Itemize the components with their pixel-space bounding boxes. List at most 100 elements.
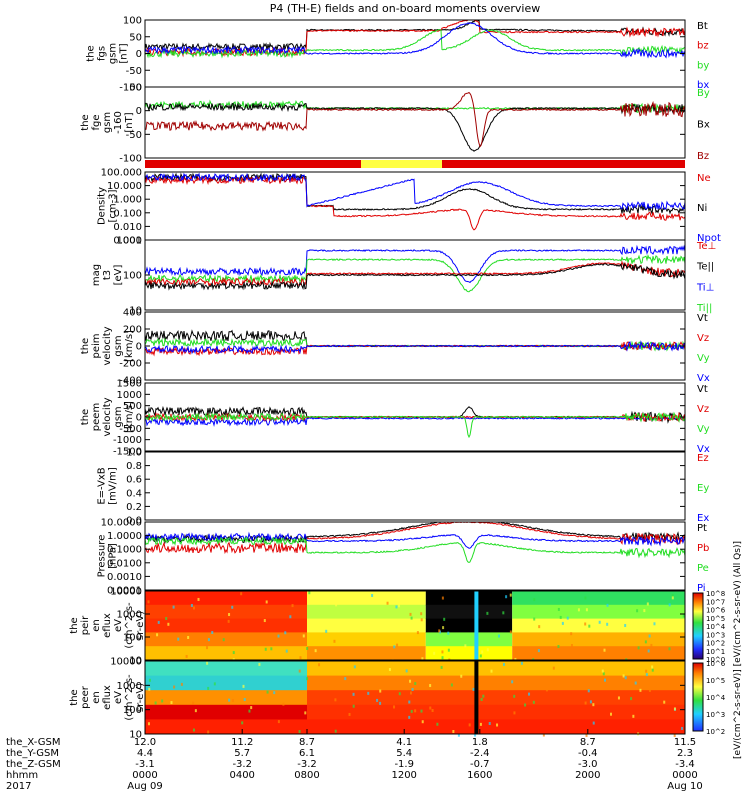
legend-Npot: Npot [697, 233, 721, 244]
y-tick-label: 0 [136, 106, 142, 117]
spectrogram-speckle [671, 596, 674, 600]
spectrogram-speckle [335, 603, 338, 607]
panel-peim_velocity: 400 200 0 -200 -400 thepeimvelocitygsm[km/s] V… [80, 308, 710, 387]
x-row-value: -3.1 [135, 759, 155, 770]
series-Pe [144, 531, 686, 549]
spectrogram-speckle [263, 619, 266, 623]
spectrogram-speckle [232, 651, 235, 655]
spectrogram-speckle [379, 689, 382, 693]
spectrogram-speckle [502, 611, 505, 615]
spectrogram-speckle [524, 703, 527, 707]
spectrogram-speckle [270, 647, 273, 651]
spectrogram-speckle [207, 686, 210, 690]
spectrogram-speckle [474, 733, 477, 737]
legend-Vt: Vt [697, 384, 708, 395]
y-axis-label-line: E=-VxB [97, 467, 108, 504]
series-Ti⊥ [144, 260, 686, 288]
panel-peer_spectrogram: 10000 1000 100 10 thepeerenefluxeV(cm^2-s-sr… [69, 657, 686, 741]
spectrogram-cell [307, 661, 685, 677]
spectrogram-speckle [650, 643, 653, 647]
legend-Te⊥: Te⊥ [696, 241, 716, 252]
spectrogram-speckle [637, 646, 640, 650]
spectrogram-speckle [411, 688, 414, 692]
spectrogram-speckle [429, 706, 432, 710]
x-row-label: the_Y-GSM [6, 748, 59, 759]
y-tick-label: 0 [136, 342, 142, 353]
colorbars: 10^810^710^610^510^410^310^210^110^010^6… [692, 541, 743, 759]
spectrogram-speckle [206, 661, 209, 665]
spectrogram-speckle [352, 704, 355, 708]
spectrogram-speckle [457, 733, 460, 737]
spectrogram-speckle [533, 598, 536, 602]
spectrogram-speckle [645, 673, 648, 677]
series-Bx [144, 101, 686, 152]
series-Vz [144, 337, 686, 352]
spectrogram-cell [425, 604, 513, 620]
spectrogram-cusp-stripe [474, 661, 479, 734]
spectrogram-speckle [468, 723, 471, 727]
y-axis-label-line: the [80, 114, 91, 130]
spectrogram-speckle [472, 687, 475, 691]
spectrogram-speckle [308, 591, 311, 595]
spectrogram-speckle [622, 674, 625, 678]
spectrogram-speckle [441, 596, 444, 600]
legend-Vz: Vz [697, 404, 709, 415]
legend-Ez: Ez [697, 453, 709, 464]
y-axis-label: Density[cm-3] [97, 187, 119, 225]
spectrogram-speckle [584, 701, 587, 705]
y-tick-label: 10000 [110, 657, 142, 668]
y-tick-label: 1.0 [126, 448, 142, 459]
y-axis-label-line: [nPa] [108, 543, 119, 569]
spectrogram-speckle [681, 726, 684, 730]
panel-temperature: 1000 100 10 magt3[eV] Te⊥ Te|| Ti⊥ Ti|| [91, 236, 716, 317]
x-row-label: hhmm [6, 770, 38, 781]
spectrogram-speckle [185, 654, 188, 658]
spectrogram-speckle [488, 722, 491, 726]
spectrogram-speckle [396, 643, 399, 647]
spectrogram-speckle [192, 728, 195, 732]
spectrogram-speckle [440, 681, 443, 685]
series-Npot [144, 172, 686, 212]
spectrogram-speckle [409, 612, 412, 616]
y-tick-label: 10 [129, 730, 142, 741]
spectrogram-speckle [482, 694, 485, 698]
legend-Vy: Vy [697, 424, 710, 435]
colorbar-tick: 10^3 [706, 711, 725, 719]
spectrogram-speckle [306, 647, 309, 651]
x-row-value: 2.3 [677, 748, 693, 759]
spectrogram-speckle [585, 608, 588, 612]
spectrogram-speckle [376, 698, 379, 702]
legend-By: By [697, 88, 710, 99]
panel-fge_gsm: 50 0 -50 -100 thefgegsm-160[nT] By Bx Bz [80, 83, 710, 165]
spectrogram-speckle [170, 701, 173, 705]
spectrogram-speckle [393, 645, 396, 649]
spectrogram-speckle [509, 630, 512, 634]
spectrogram-speckle [325, 629, 328, 633]
spectrogram-speckle [648, 634, 651, 638]
spectrogram-speckle [592, 721, 595, 725]
spectrogram-cell [512, 604, 685, 620]
y-axis-label-line: mag [91, 264, 102, 286]
x-row-value: 0800 [294, 770, 319, 781]
spectrogram-speckle [442, 626, 445, 630]
legend-Pt: Pt [697, 523, 707, 534]
spectrogram-cell [145, 719, 307, 735]
x-row-value: -3.2 [297, 759, 317, 770]
legend-Ni: Ni [697, 203, 707, 214]
legend-Vx: Vx [697, 373, 710, 384]
spectrogram-speckle [285, 649, 288, 653]
spectrogram-speckle [147, 600, 150, 604]
spectrogram-speckle [542, 733, 545, 737]
spectrogram-speckle [601, 669, 604, 673]
y-tick-label: 0.6 [126, 475, 142, 486]
spectrogram-speckle [243, 697, 246, 701]
y-tick-label: -100 [119, 154, 142, 165]
spectrogram-cell [145, 632, 307, 647]
spectrogram-speckle [282, 702, 285, 706]
colorbar-tick: 10^5 [706, 677, 725, 685]
spectrogram-speckle [192, 606, 195, 610]
spectrogram-speckle [327, 623, 330, 627]
legend-Ne: Ne [697, 173, 711, 184]
spectrogram-speckle [636, 609, 639, 613]
spectrogram-speckle [538, 625, 541, 629]
